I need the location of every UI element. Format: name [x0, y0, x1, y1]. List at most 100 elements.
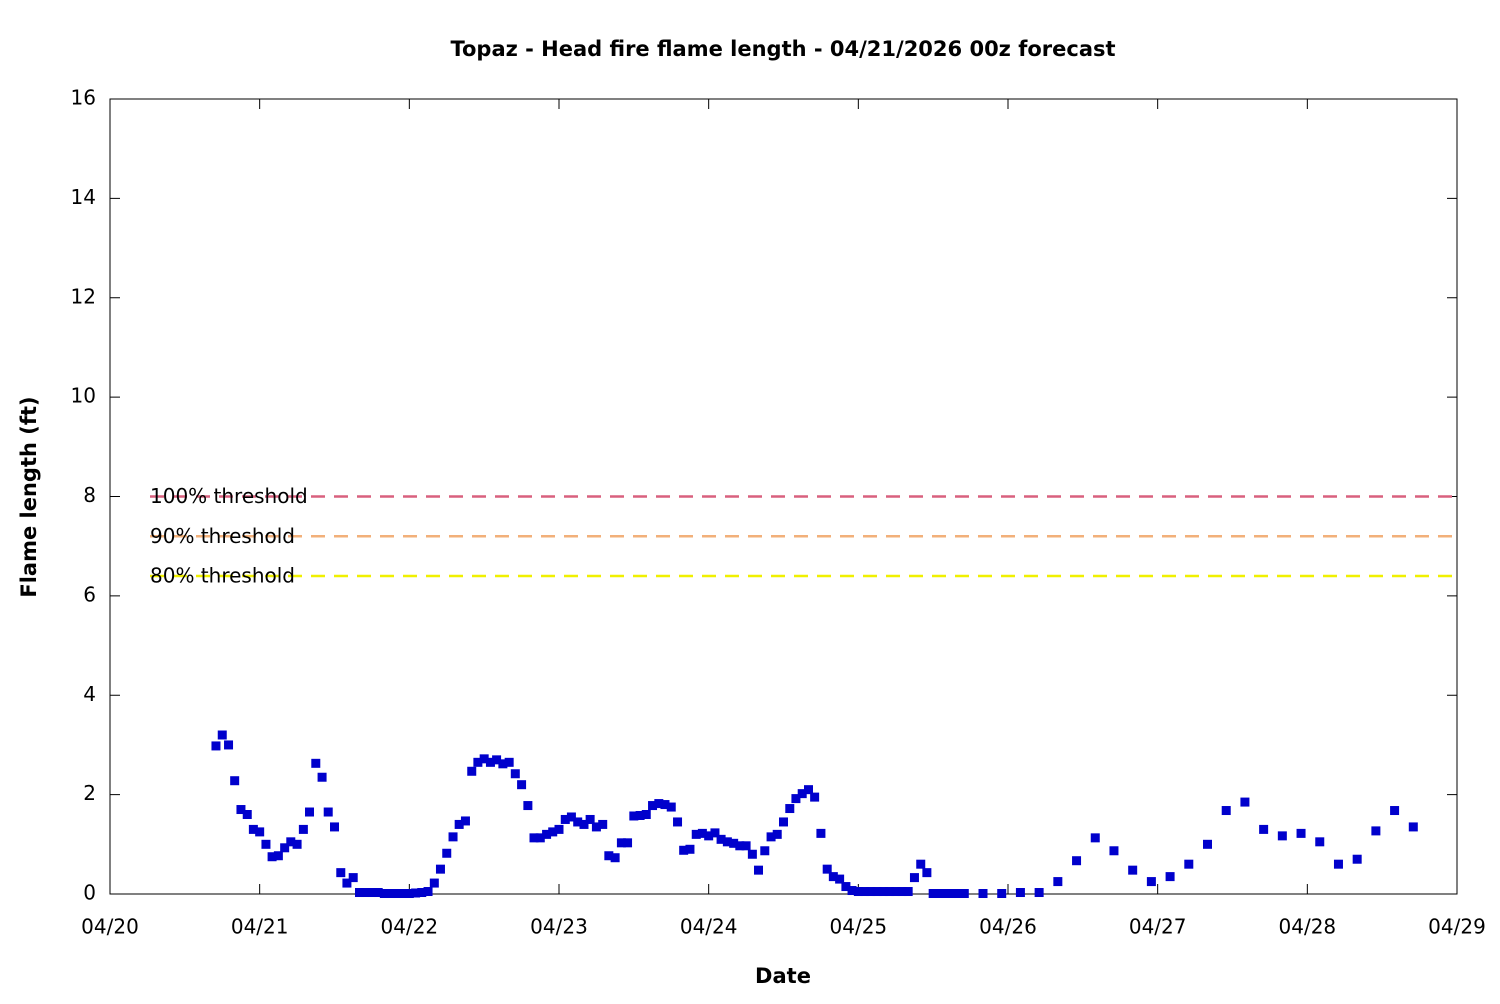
point	[629, 811, 639, 821]
point	[1203, 839, 1213, 849]
point	[417, 888, 427, 898]
point	[423, 887, 433, 897]
point	[909, 873, 919, 883]
point	[292, 839, 302, 849]
point	[679, 845, 689, 855]
point	[1408, 822, 1418, 832]
point	[897, 887, 907, 897]
point	[1072, 856, 1082, 866]
point	[816, 828, 826, 838]
threshold-label: 80% threshold	[150, 564, 295, 588]
point	[255, 827, 265, 837]
y-tick-label: 12	[71, 284, 96, 308]
point	[666, 802, 676, 812]
point	[454, 819, 464, 829]
point	[467, 766, 477, 776]
y-tick-label: 0	[83, 881, 96, 905]
point	[373, 888, 383, 898]
point	[354, 888, 364, 898]
point	[392, 889, 402, 899]
x-tick-label: 04/29	[1428, 915, 1486, 939]
point	[691, 829, 701, 839]
point	[1371, 826, 1381, 836]
point	[591, 822, 601, 832]
x-tick-label: 04/24	[680, 915, 738, 939]
x-tick-label: 04/26	[979, 915, 1037, 939]
point	[1128, 865, 1138, 875]
point	[342, 878, 352, 888]
point	[1277, 831, 1287, 841]
point	[311, 758, 321, 768]
threshold-label: 100% threshold	[150, 484, 308, 508]
x-tick-label: 04/22	[381, 915, 439, 939]
point	[298, 824, 308, 834]
point	[872, 887, 882, 897]
point	[1146, 877, 1156, 887]
point	[978, 889, 988, 899]
point	[1015, 888, 1025, 898]
y-tick-label: 14	[71, 185, 96, 209]
point	[442, 848, 452, 858]
point	[616, 838, 626, 848]
point	[847, 886, 857, 896]
point	[735, 841, 745, 851]
point	[754, 865, 764, 875]
point	[828, 872, 838, 882]
point	[230, 776, 240, 786]
x-tick-label: 04/20	[81, 915, 139, 939]
point	[273, 851, 283, 861]
point	[267, 852, 277, 862]
point	[579, 819, 589, 829]
point	[635, 810, 645, 820]
y-tick-label: 8	[83, 483, 96, 507]
point	[404, 889, 414, 899]
point	[785, 804, 795, 814]
point	[903, 887, 913, 897]
point	[510, 769, 520, 779]
threshold-label: 90% threshold	[150, 524, 295, 548]
point	[641, 810, 651, 819]
point	[604, 851, 614, 861]
point	[810, 792, 820, 802]
point	[853, 887, 863, 897]
point	[922, 868, 932, 878]
point	[573, 817, 583, 827]
point	[934, 889, 944, 899]
point	[261, 839, 271, 849]
point	[1333, 859, 1343, 869]
point	[747, 849, 757, 859]
point	[760, 846, 770, 856]
point	[685, 844, 695, 854]
point	[542, 829, 552, 839]
point	[598, 819, 608, 829]
x-axis-label: Date	[755, 964, 811, 988]
point	[772, 829, 782, 839]
point	[367, 888, 377, 898]
point	[460, 816, 470, 826]
point	[280, 843, 290, 853]
point	[1053, 877, 1063, 887]
point	[504, 757, 514, 767]
point	[835, 874, 845, 884]
point	[305, 807, 315, 817]
point	[398, 889, 408, 899]
point	[722, 837, 732, 847]
point	[779, 817, 788, 827]
point	[710, 828, 720, 838]
point	[997, 889, 1007, 899]
point	[673, 817, 683, 827]
point	[841, 882, 851, 892]
point	[1165, 872, 1175, 882]
point	[729, 838, 739, 848]
point	[498, 759, 508, 769]
point	[386, 889, 396, 899]
y-tick-label: 4	[83, 682, 96, 706]
x-tick-label: 04/27	[1129, 915, 1187, 939]
point	[891, 887, 901, 897]
point	[697, 828, 707, 838]
point	[560, 814, 570, 824]
point	[610, 853, 620, 863]
point	[435, 864, 445, 874]
point	[348, 873, 358, 883]
